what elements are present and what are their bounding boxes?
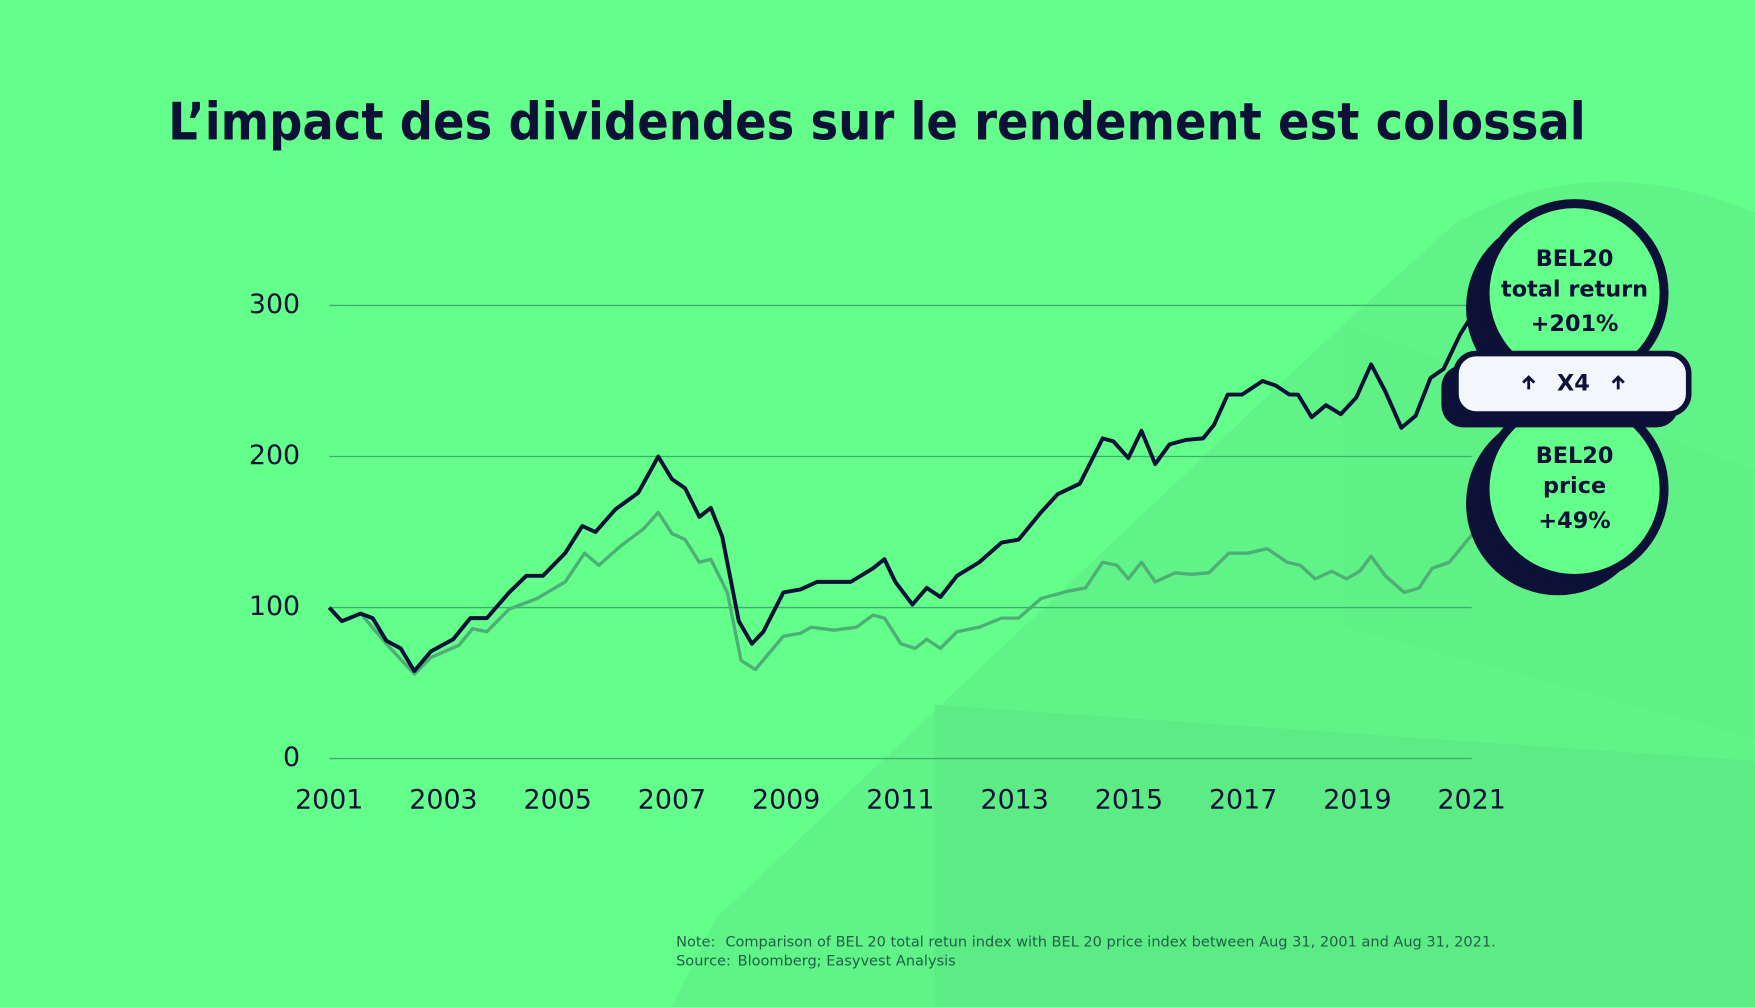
badge-line: BEL20	[1536, 246, 1614, 272]
note: Comparison of BEL 20 total retun index w…	[725, 935, 1495, 951]
x-tick-label: 2009	[752, 785, 820, 816]
note-label: Note:	[676, 935, 715, 951]
x-tick-label: 2017	[1209, 785, 1277, 816]
pill	[1453, 350, 1692, 417]
pill-label: X4	[1557, 370, 1590, 396]
badge-value: +201%	[1531, 311, 1619, 337]
x-tick-label: 2005	[524, 785, 592, 816]
chart-title: L’impact des dividendes sur le rendement…	[168, 92, 1586, 152]
x-tick-label: 2011	[866, 785, 934, 816]
source-label: Source:	[676, 954, 731, 970]
y-tick-label: 100	[249, 591, 300, 622]
series-line	[327, 314, 1474, 673]
x-tick-label: 2019	[1323, 785, 1391, 816]
decor-shape	[934, 704, 1755, 1007]
source: Bloomberg; Easyvest Analysis	[738, 954, 956, 970]
x-tick-label: 2003	[409, 785, 477, 816]
series-line	[328, 510, 1473, 676]
y-tick-label: 200	[249, 440, 300, 471]
badge-line: price	[1543, 473, 1606, 499]
badge-multiple: X4	[1441, 350, 1692, 428]
badge-price: BEL20 price +49%	[1466, 394, 1669, 596]
y-tick-label: 300	[249, 289, 300, 320]
x-tick-label: 2015	[1095, 785, 1163, 816]
badge-line: BEL20	[1536, 443, 1614, 469]
y-tick-label: 0	[283, 742, 300, 773]
x-tick-label: 2007	[638, 785, 706, 816]
x-tick-label: 2013	[981, 785, 1049, 816]
badge-line: total return	[1501, 276, 1648, 302]
arrow-icon	[1522, 375, 1625, 390]
badge-value: +49%	[1538, 508, 1610, 534]
plot: 0 100 200 300 2001 2003 2005 2007 2009 2011 2013 20…	[249, 289, 1506, 816]
x-tick-label: 2001	[295, 785, 363, 816]
x-tick-label: 2021	[1437, 785, 1505, 816]
